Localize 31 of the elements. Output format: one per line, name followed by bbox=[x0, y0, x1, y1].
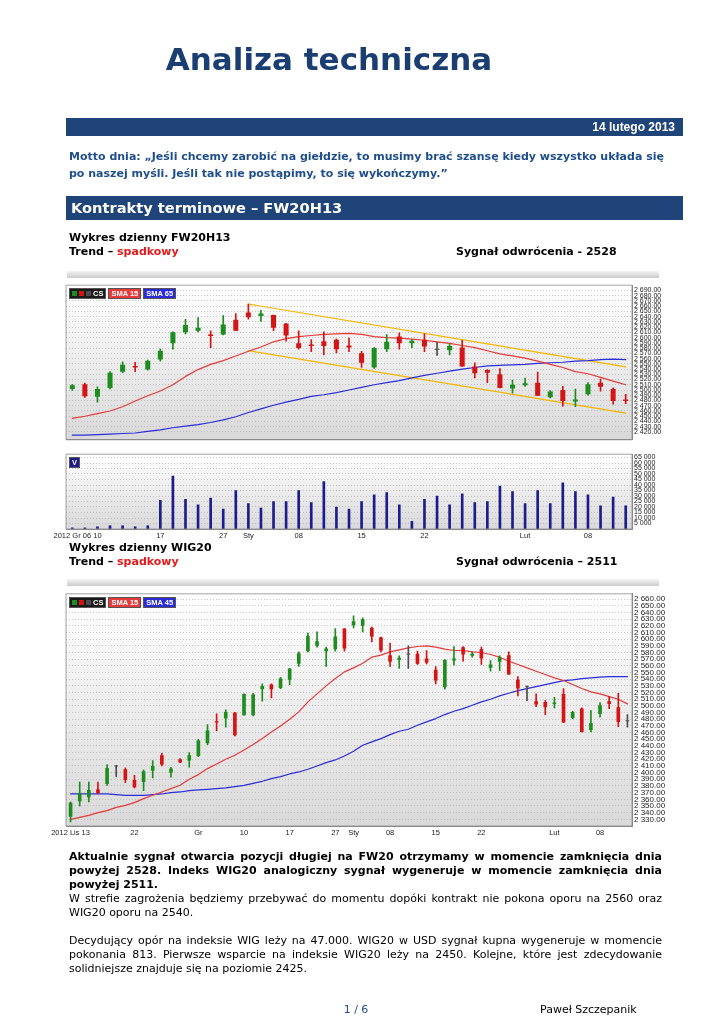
chart-title: Wykres dzienny WIG20 bbox=[69, 541, 212, 555]
text: Sygnał odwrócenia – 2511 bbox=[456, 555, 618, 569]
y-tick-label: 2 330.00 bbox=[634, 814, 666, 824]
y-tick-label: 2 420.00 bbox=[634, 754, 666, 764]
text: 1 / 6 bbox=[343, 1003, 369, 1017]
text: Decydujący opór na indeksie WIG leży na 47.000. WIG20 w USD sygnał kupna wygeneruje w momencie pokonania 813. Pierwsze wsparcie na indeksie WIG20 leży na 2450. Kolejne, które jest zdecydowanie solidniejsze znajduje się na poziomie 2425. bbox=[69, 934, 662, 976]
y-tick-label: 2 480.00 bbox=[634, 714, 666, 724]
text: Sygnał odwrócenia - 2528 bbox=[456, 245, 617, 259]
y-tick-label: 2 640.00 bbox=[634, 607, 666, 617]
y-tick-label: 2 360.00 bbox=[634, 794, 666, 804]
text: Analiza techniczna bbox=[165, 40, 493, 79]
y-tick-label: 2 630.00 bbox=[634, 614, 666, 624]
chart-title: Wykres dzienny FW20H13 bbox=[69, 231, 231, 245]
y-tick-label: 2 390.00 bbox=[634, 774, 666, 784]
text: Kontrakty terminowe – FW20H13 bbox=[71, 199, 343, 218]
chart-subtitle: Trend – spadkowy bbox=[69, 245, 179, 258]
text: 14 lutego 2013 bbox=[592, 120, 675, 135]
text: Motto dnia: „Jeśli chcemy zarobić na giełdzie, to musimy brać szansę kiedy wszystko układa się po naszej myśli. Jeśli tak nie postąpimy, to się wykończymy.” bbox=[69, 149, 665, 182]
chart-subtitle: Trend – spadkowy bbox=[69, 555, 179, 568]
y-tick-label: 2 550.00 bbox=[634, 667, 666, 677]
y-tick-label: 2 610.00 bbox=[634, 627, 666, 637]
y-tick-label: 2 570.00 bbox=[634, 654, 666, 664]
y-tick-label: 2 540.00 bbox=[634, 674, 666, 684]
text: Aktualnie sygnał otwarcia pozycji długiej na FW20 otrzymamy w momencie zamknięcia dnia powyżej 2528. Indeks WIG20 analogiczny sygnał wygeneruje w momencie zamknięcia dnia powyżej 2511. bbox=[69, 850, 662, 892]
text: W strefie zagrożenia będziemy przebywać do momentu dopóki kontrakt nie pokona oporu na 2560 oraz WIG20 oporu na 2540. bbox=[69, 892, 662, 920]
y-tick-label: 2 450.00 bbox=[634, 734, 666, 744]
y-tick-label: 2 510.00 bbox=[634, 694, 666, 704]
y-tick-label: 2 600.00 bbox=[634, 634, 666, 644]
text: Paweł Szczepanik bbox=[540, 1003, 637, 1017]
y-tick-label: 2 580.00 bbox=[634, 647, 666, 657]
y-tick-label: 2 660.00 bbox=[634, 594, 666, 604]
